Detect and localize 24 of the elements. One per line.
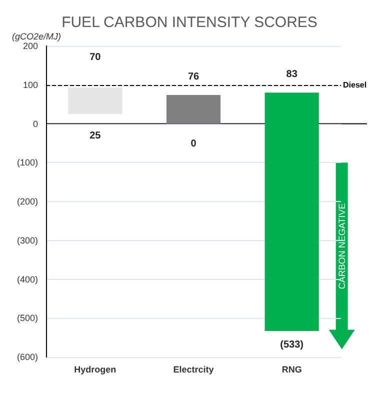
y-tick-label: 200 <box>22 41 38 51</box>
y-tick-label: (500) <box>16 313 38 324</box>
annotation: 83 <box>286 69 298 80</box>
y-tick-label: (100) <box>16 158 38 168</box>
annotation: 25 <box>90 130 102 142</box>
annotation: 76 <box>188 71 200 82</box>
y-axis-title: (gCO2e/MJ) <box>12 32 62 42</box>
bar <box>166 94 221 124</box>
annotation: 70 <box>90 52 102 64</box>
bar <box>264 92 319 331</box>
y-tick-label: 0 <box>32 118 38 129</box>
annotation: (533) <box>280 339 304 350</box>
annotation: CARBON NEGATIVE <box>336 203 347 290</box>
ref-line-label: Diesel <box>343 80 367 90</box>
y-tick-label: (300) <box>16 235 38 246</box>
x-tick-label: Electrcity <box>173 364 214 374</box>
y-tick-label: (600) <box>16 352 38 362</box>
annotation: 0 <box>190 138 197 150</box>
y-tick-label: 100 <box>22 80 38 90</box>
y-tick-label: (200) <box>16 196 38 206</box>
x-tick-label: Hydrogen <box>74 364 116 374</box>
x-tick-label: RNG <box>282 364 302 374</box>
y-tick-label: (400) <box>16 274 38 284</box>
chart-title: FUEL CARBON INTENSITY SCORES <box>62 14 318 31</box>
